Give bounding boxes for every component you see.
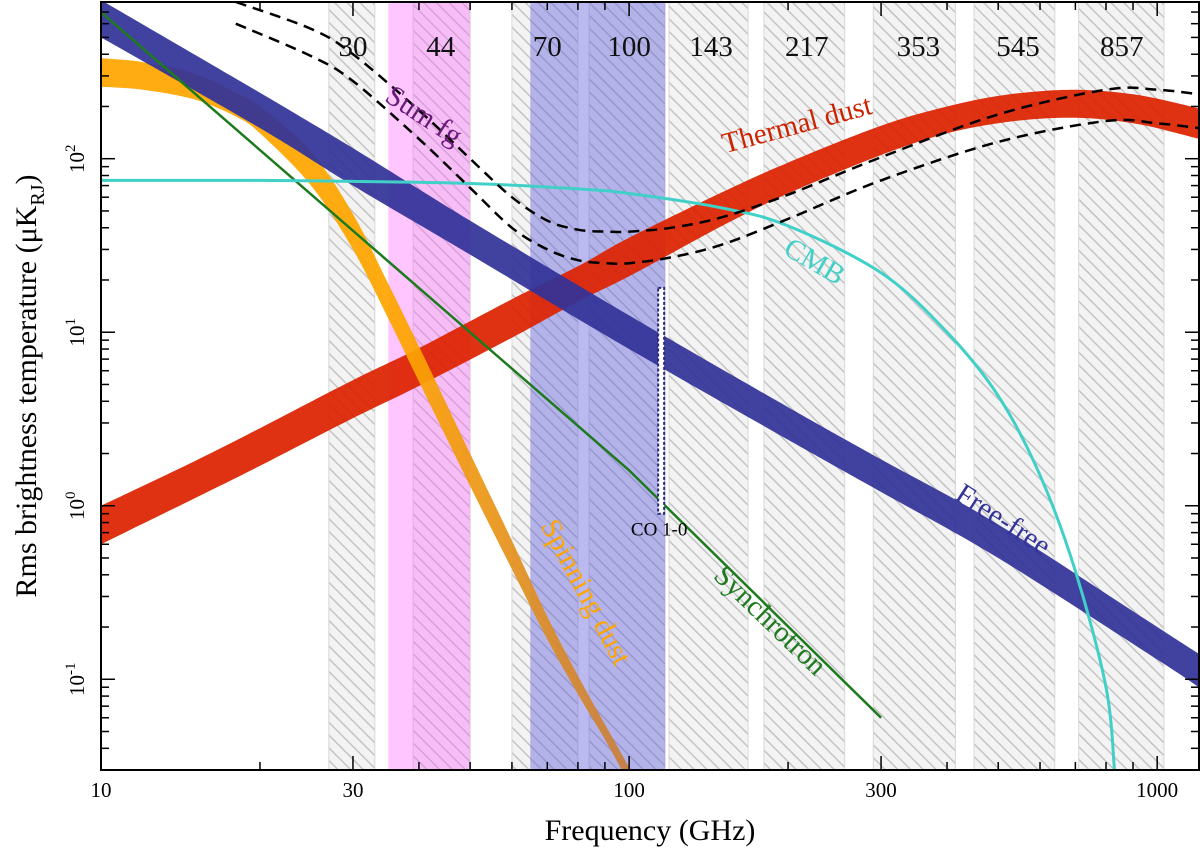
axis-ticks xyxy=(100,1,1199,771)
x-axis-title: Frequency (GHz) xyxy=(545,814,756,847)
y-axis-title: Rms brightness temperature (μKRJ) xyxy=(10,175,49,598)
series-cmb xyxy=(101,178,1116,770)
frequency-band-545 xyxy=(973,2,1056,770)
band-label-857: 857 xyxy=(1100,31,1144,63)
y-tick-base: 10 xyxy=(65,325,89,346)
series-free-free xyxy=(101,2,1199,688)
series-synchrotron xyxy=(101,11,882,719)
co-line-label: CO 1-0 xyxy=(631,520,687,541)
x-tick-label-300: 300 xyxy=(865,778,897,802)
x-tick-label-100: 100 xyxy=(613,778,645,802)
band-label-44: 44 xyxy=(426,31,456,63)
y-tick-base: 10 xyxy=(65,675,89,696)
frequency-band-100 xyxy=(588,2,666,770)
y-tick-exponent: 0 xyxy=(63,491,79,499)
y-tick-label-0: 100 xyxy=(63,491,89,520)
y-axis-title-main: Rms brightness temperature (μK xyxy=(10,205,43,597)
co-line-marker xyxy=(657,286,666,515)
band-labels: 30 44 70 100 143 217 353 545 857 xyxy=(338,31,1143,63)
plot-frame xyxy=(100,1,1200,771)
highlight-band-blue xyxy=(530,2,666,770)
band-label-30: 30 xyxy=(338,31,367,63)
series-sum-fg-upper xyxy=(235,2,1199,234)
band-label-70: 70 xyxy=(533,31,562,63)
y-tick-base: 10 xyxy=(65,499,89,520)
x-tick-labels: 10 30 100 300 1000 xyxy=(91,778,1179,802)
y-tick-base: 10 xyxy=(65,152,89,173)
hatched-bands xyxy=(328,2,1165,770)
x-tick-label-30: 30 xyxy=(342,778,363,802)
y-tick-exponent: -1 xyxy=(63,663,79,676)
series-sum-fg-lower xyxy=(235,22,1199,265)
y-tick-label--1: 10-1 xyxy=(63,663,89,697)
band-label-217: 217 xyxy=(785,31,829,63)
y-tick-exponent: 1 xyxy=(63,318,79,326)
band-label-353: 353 xyxy=(897,31,941,63)
x-tick-label-10: 10 xyxy=(91,778,112,802)
band-label-100: 100 xyxy=(607,31,651,63)
y-axis-title-sub: RJ xyxy=(27,184,49,205)
band-label-143: 143 xyxy=(689,31,733,63)
y-tick-label-1: 101 xyxy=(63,318,89,347)
x-tick-label-1000: 1000 xyxy=(1136,778,1178,802)
y-tick-label-2: 102 xyxy=(63,144,89,173)
y-axis-title-close: ) xyxy=(10,175,43,185)
y-tick-exponent: 2 xyxy=(63,144,79,152)
band-label-545: 545 xyxy=(996,31,1040,63)
co-line-group: CO 1-0 xyxy=(631,286,687,541)
frequency-band-70 xyxy=(511,2,579,770)
series-group xyxy=(101,2,1199,770)
